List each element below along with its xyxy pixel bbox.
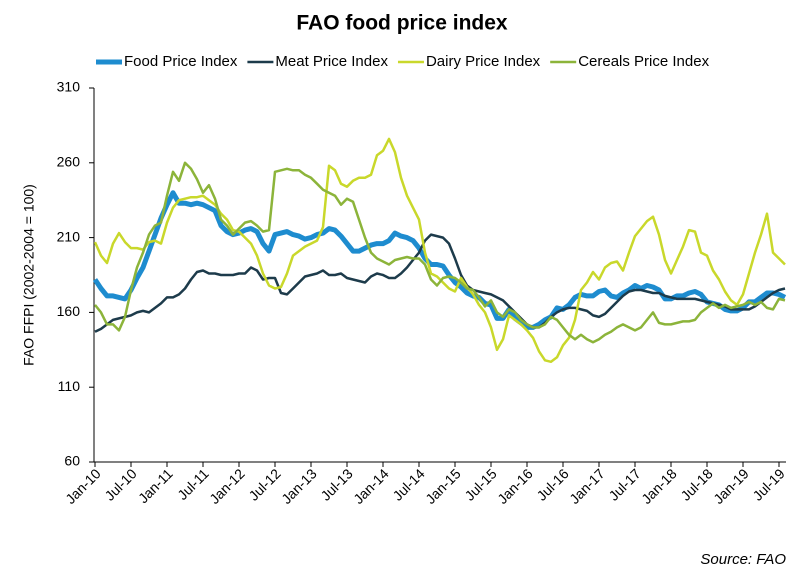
y-tick-label: 310 (57, 79, 81, 95)
x-tick-label: Jul-16 (533, 465, 571, 503)
x-tick-label: Jan-17 (566, 465, 608, 507)
series-line (94, 161, 786, 344)
x-tick-label: Jan-18 (638, 465, 680, 507)
y-tick-label: 210 (57, 228, 81, 244)
x-tick-label: Jul-13 (317, 465, 355, 503)
series-line (94, 233, 786, 333)
x-tick-label: Jan-15 (422, 465, 464, 507)
y-tick-label: 260 (57, 154, 81, 170)
x-tick-label: Jan-19 (710, 465, 752, 507)
chart-title: FAO food price index (296, 12, 508, 35)
x-tick-label: Jan-12 (206, 465, 248, 507)
legend-label: Dairy Price Index (426, 53, 541, 70)
legend-label: Food Price Index (124, 53, 238, 70)
x-tick-label: Jul-12 (245, 465, 283, 503)
x-tick-label: Jul-11 (174, 465, 212, 503)
x-tick-label: Jul-10 (101, 465, 139, 503)
source-note: Source: FAO (700, 551, 786, 568)
x-tick-label: Jan-14 (350, 465, 392, 507)
series-line (92, 190, 787, 330)
x-tick-label: Jul-15 (461, 465, 499, 503)
x-tick-label: Jan-13 (278, 465, 320, 507)
x-tick-label: Jan-11 (135, 465, 176, 506)
legend-label: Cereals Price Index (578, 53, 709, 70)
legend-label: Meat Price Index (275, 53, 388, 70)
x-tick-label: Jan-10 (62, 465, 104, 507)
series-line (93, 137, 786, 364)
y-axis-label: FAO FFPI (2002-2004 = 100) (21, 184, 37, 366)
y-tick-label: 60 (64, 453, 80, 469)
x-tick-label: Jul-17 (605, 465, 643, 503)
x-tick-label: Jul-18 (677, 465, 715, 503)
y-tick-label: 160 (57, 303, 81, 319)
x-tick-label: Jul-14 (389, 465, 427, 503)
x-tick-label: Jan-16 (494, 465, 536, 507)
x-tick-label: Jul-19 (749, 465, 787, 503)
y-tick-label: 110 (58, 378, 81, 394)
